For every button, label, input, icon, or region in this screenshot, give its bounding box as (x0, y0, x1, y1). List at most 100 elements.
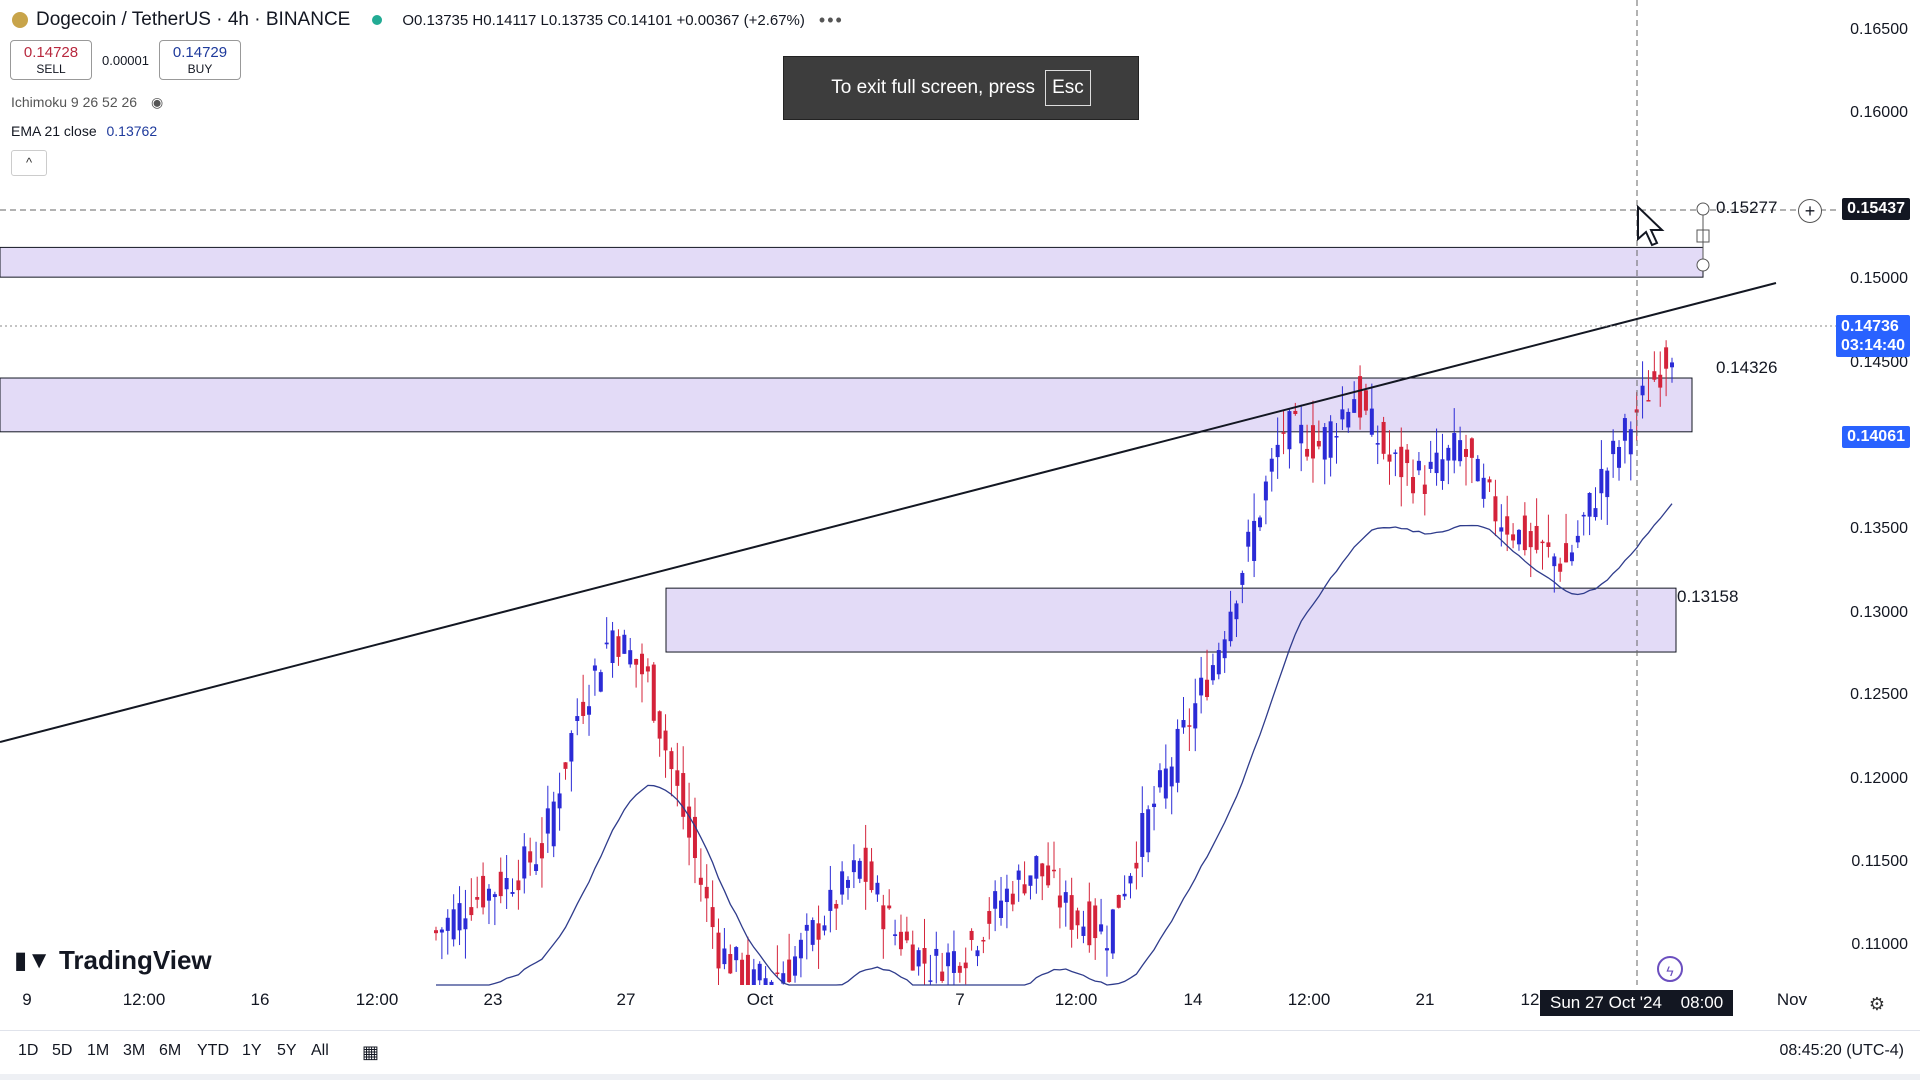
candle-body (1552, 556, 1557, 567)
candle-body (1140, 813, 1145, 857)
candle-body (787, 959, 792, 983)
price-scale[interactable]: 0.16500 0.16000 0.15000 0.14500 0.13500 … (1840, 0, 1920, 1000)
eye-hidden-icon[interactable]: ◉ (150, 94, 164, 110)
candle-body (1328, 421, 1333, 458)
candle-body (669, 751, 674, 770)
lightning-icon[interactable]: ϟ (1657, 956, 1683, 982)
candle-body (999, 900, 1004, 918)
ohlc-values: O0.13735 H0.14117 L0.13735 C0.14101 +0.0… (402, 11, 805, 29)
candle-body (1416, 460, 1421, 471)
candle-body (445, 917, 450, 931)
time-tick: 14 (1183, 990, 1203, 1009)
candle-body (1275, 444, 1280, 458)
range-1y-button[interactable]: 1Y (242, 1042, 262, 1059)
candle-body (1363, 390, 1368, 411)
range-ytd-button[interactable]: YTD (197, 1042, 229, 1059)
tradingview-logo[interactable]: ▮▼ TradingView (14, 945, 212, 976)
price-chart[interactable] (0, 0, 1920, 1000)
candle-body (569, 733, 574, 762)
candle-body (698, 877, 703, 885)
candle-body (1487, 479, 1492, 483)
candle-body (498, 871, 503, 897)
candle-body (916, 950, 921, 967)
candle-body (510, 892, 515, 894)
candle-body (957, 965, 962, 973)
candle-body (1228, 611, 1233, 642)
collapse-indicators-button[interactable]: ^ (11, 150, 47, 176)
candle-body (539, 843, 544, 859)
time-tick: 12:00 (355, 990, 399, 1009)
ema-label: EMA 21 close (11, 123, 97, 139)
price-tick: 0.11500 (1851, 853, 1908, 870)
indicator-ichimoku[interactable]: Ichimoku 9 26 52 26 ◉ (11, 94, 163, 111)
candle-body (1087, 901, 1092, 946)
candle-body (1434, 452, 1439, 474)
candle-body (1475, 458, 1480, 482)
candle-body (1652, 371, 1657, 380)
candle-body (1110, 909, 1115, 954)
bottom-scrollbar[interactable] (0, 1074, 1920, 1080)
range-6m-button[interactable]: 6M (159, 1042, 182, 1059)
range-3m-button[interactable]: 3M (123, 1042, 146, 1059)
candle-body (1358, 376, 1363, 418)
candle-body (1534, 525, 1539, 550)
candle-body (793, 956, 798, 976)
symbol-title[interactable]: Dogecoin / TetherUS · 4h · BINANCE (36, 9, 351, 30)
candle-body (587, 706, 592, 715)
candle-body (1240, 572, 1245, 585)
candle-body (963, 962, 968, 969)
candle-body (1210, 665, 1215, 681)
candle-body (863, 847, 868, 882)
symbol-header[interactable]: Dogecoin / TetherUS · 4h · BINANCE O0.13… (12, 8, 844, 32)
candle-body (1481, 477, 1486, 499)
candle-body (1611, 440, 1616, 455)
range-1m-button[interactable]: 1M (87, 1042, 110, 1059)
range-1d-button[interactable]: 1D (18, 1042, 39, 1059)
candle-body (551, 801, 556, 847)
range-5d-button[interactable]: 5D (52, 1042, 73, 1059)
candle-body (1146, 809, 1151, 853)
candle-body (969, 930, 974, 940)
candle-body (928, 980, 933, 982)
price-tick: 0.12000 (1850, 770, 1908, 787)
candle-body (1040, 863, 1045, 877)
add-alert-icon[interactable]: + (1798, 199, 1822, 223)
settings-gear-icon[interactable]: ⚙ (1868, 994, 1885, 1014)
candle-body (869, 861, 874, 891)
resistance-zone-top (0, 246, 1704, 278)
candle-body (1464, 449, 1468, 457)
spread-value: 0.00001 (102, 52, 149, 68)
candle-body (1305, 448, 1310, 457)
candle-body (1199, 677, 1204, 696)
range-all-button[interactable]: All (311, 1042, 329, 1059)
candle-body (663, 730, 668, 751)
time-tick: 9 (22, 990, 32, 1009)
calendar-goto-icon[interactable]: ▦ (362, 1042, 380, 1062)
candle-body (951, 951, 956, 973)
candle-body (434, 930, 438, 934)
range-5y-button[interactable]: 5Y (277, 1042, 297, 1059)
trend-line (0, 282, 1777, 743)
candle-body (575, 716, 580, 721)
candle-body (457, 903, 462, 931)
candle-body (557, 793, 562, 809)
candle-body (875, 882, 880, 895)
more-dots-icon[interactable]: ••• (818, 9, 844, 30)
candle-body (1528, 531, 1533, 548)
time-scale[interactable]: 9 12:00 16 12:00 23 27 Oct 7 12:00 14 12… (0, 990, 1920, 1020)
sell-button[interactable]: 0.14728 SELL (10, 40, 92, 80)
mouse-pointer-icon (1637, 205, 1665, 247)
current-price-label: 0.14736 03:14:40 (1835, 315, 1910, 357)
candle-body (1222, 639, 1227, 659)
candle-body (722, 948, 727, 965)
indicator-ema[interactable]: EMA 21 close 0.13762 (11, 123, 157, 139)
sell-label: SELL (36, 62, 66, 76)
candle-body (1163, 768, 1168, 799)
candle-body (1658, 374, 1663, 388)
tradingview-mark-icon: ▮▼ (14, 947, 51, 974)
candle-body (1399, 446, 1404, 478)
clock-timezone[interactable]: 08:45:20 (UTC-4) (1779, 1042, 1905, 1059)
buy-button[interactable]: 0.14729 BUY (159, 40, 241, 80)
candle-body (592, 665, 597, 671)
candle-body (1316, 440, 1321, 447)
